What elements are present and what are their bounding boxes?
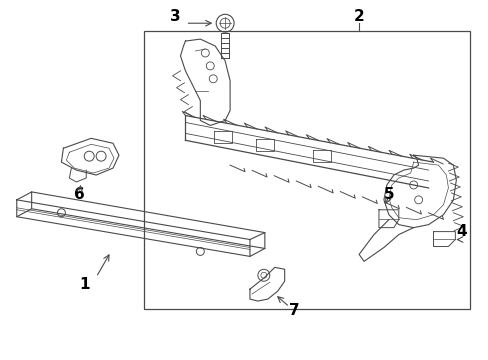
Text: 2: 2 [353, 9, 364, 24]
Text: 1: 1 [79, 277, 89, 292]
Text: 7: 7 [289, 303, 299, 319]
Text: 6: 6 [74, 188, 84, 202]
Text: 4: 4 [455, 224, 466, 239]
Bar [143, 31, 469, 309]
Text: 3: 3 [170, 9, 181, 24]
Text: 5: 5 [383, 188, 393, 202]
